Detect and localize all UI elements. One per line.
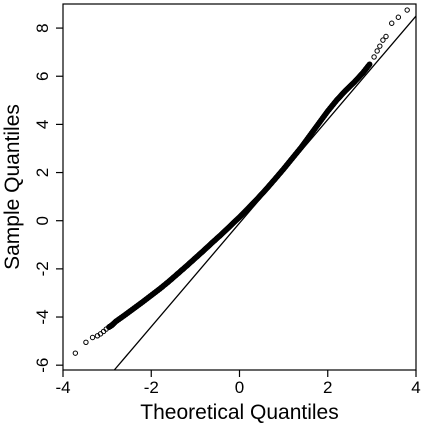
data-point: [72, 350, 79, 356]
y-tick-label: 4: [33, 120, 52, 129]
x-tick-label: 4: [411, 378, 420, 397]
data-point: [89, 334, 96, 341]
data-point: [383, 33, 389, 40]
data-point: [83, 339, 89, 346]
data-point: [404, 7, 410, 13]
data-point: [371, 54, 377, 60]
x-tick-label: 2: [323, 378, 332, 397]
y-tick-label: 8: [33, 23, 52, 32]
x-axis-title: Theoretical Quantiles: [140, 401, 338, 423]
plot-frame: [62, 3, 417, 371]
y-tick-label: -4: [33, 309, 52, 324]
x-tick-label: 0: [235, 378, 244, 397]
data-point: [374, 48, 380, 54]
y-tick-label: -2: [33, 261, 52, 276]
data-point: [380, 37, 386, 43]
y-axis-title: Sample Quantiles: [1, 104, 24, 270]
data-point: [366, 61, 373, 67]
x-tick-label: -2: [144, 378, 159, 397]
y-tick-label: 6: [33, 72, 52, 81]
x-tick-label: -4: [55, 378, 70, 397]
data-point: [377, 43, 383, 49]
y-tick-label: -6: [33, 358, 52, 373]
y-axis: -6 -4 -2 0 2 4 6 8: [33, 23, 63, 373]
x-axis: -4 -2 0 2 4: [55, 370, 421, 397]
y-tick-label: 0: [33, 216, 52, 225]
data-points: [72, 7, 410, 356]
data-point: [389, 20, 395, 26]
data-point: [395, 14, 402, 20]
y-tick-label: 2: [33, 168, 52, 177]
